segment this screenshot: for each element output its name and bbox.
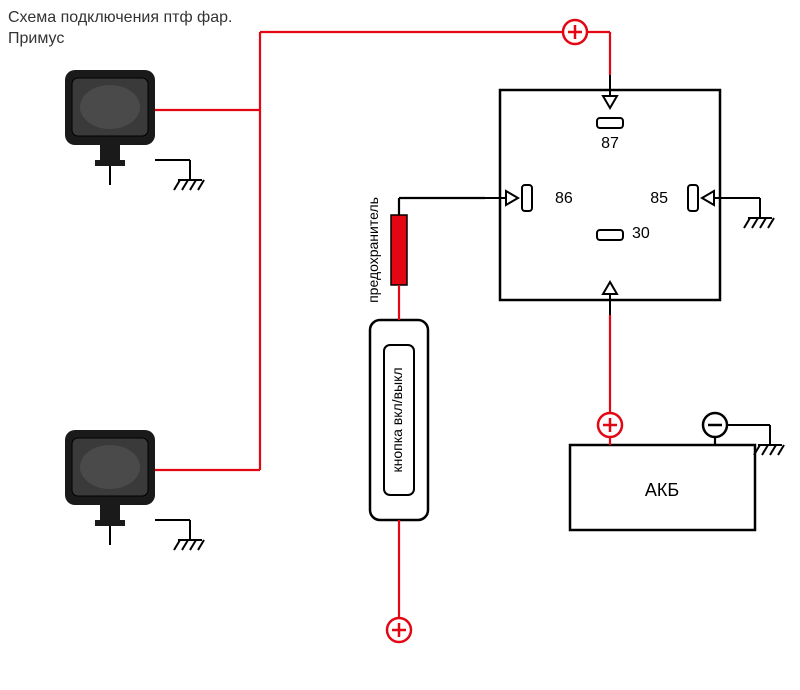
switch: кнопка вкл/выкл	[370, 320, 428, 520]
black-wires	[399, 198, 715, 445]
plus-top	[563, 20, 587, 44]
battery-label: АКБ	[645, 480, 679, 500]
fog-light-bottom	[65, 430, 155, 545]
ground-light-bottom	[155, 520, 204, 550]
pin-86-label: 86	[555, 190, 573, 207]
ground-relay-85	[735, 198, 774, 228]
fog-light-top	[65, 70, 155, 185]
relay: 87 86 85 30	[500, 90, 720, 300]
plus-bottom	[387, 618, 411, 642]
pin-30-label: 30	[632, 225, 650, 242]
ground-light-top	[155, 160, 204, 190]
battery: АКБ	[570, 445, 755, 530]
switch-label: кнопка вкл/выкл	[389, 367, 405, 472]
battery-plus-terminal	[598, 413, 622, 437]
fuse: предохранитель	[365, 197, 407, 303]
pin-87-label: 87	[601, 135, 619, 152]
battery-minus-terminal	[703, 413, 727, 437]
fuse-label: предохранитель	[365, 197, 381, 303]
red-wires	[155, 32, 610, 618]
wiring-diagram: 87 86 85 30 АКБ	[0, 0, 800, 690]
pin-85-label: 85	[650, 190, 668, 207]
